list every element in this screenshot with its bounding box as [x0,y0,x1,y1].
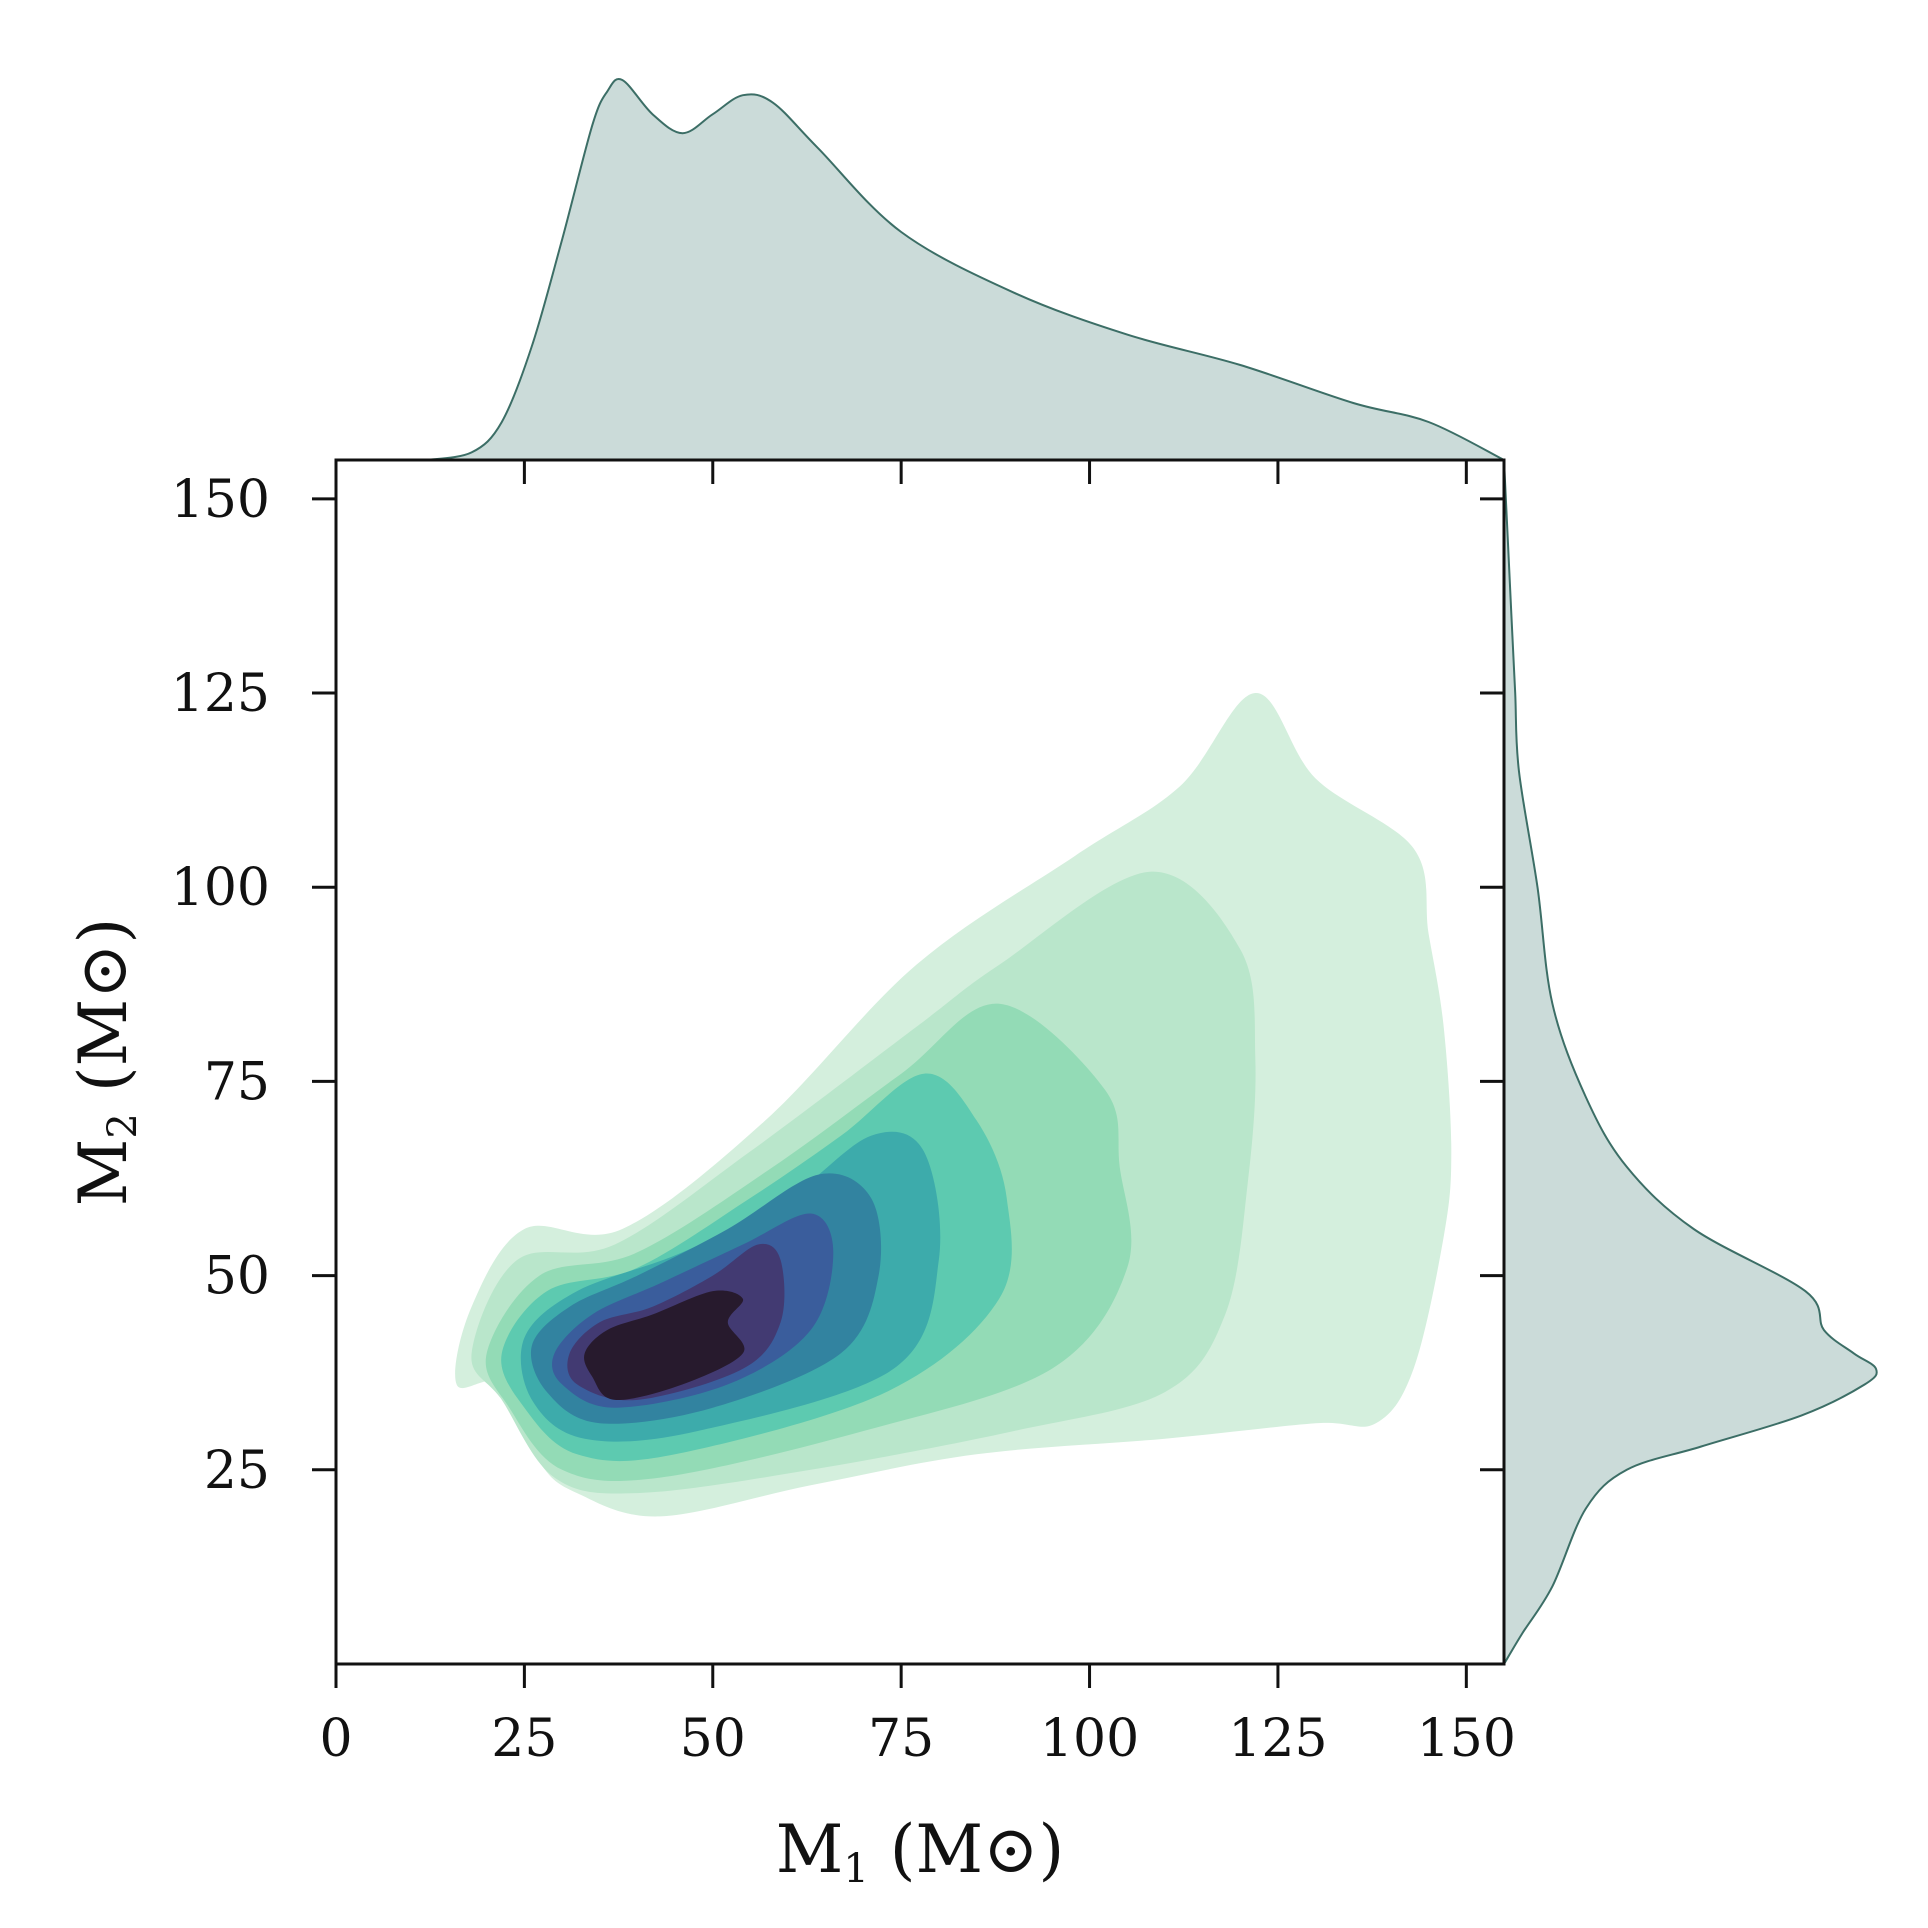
y-tick-label: 25 [204,1441,270,1501]
x-tick-label: 25 [491,1709,557,1769]
x-tick-label: 0 [319,1709,352,1769]
y-tick-label: 150 [171,470,270,530]
x-tick-label: 125 [1228,1709,1327,1769]
kde-contour-level-9 [584,1290,745,1401]
marginal-y-line [1503,459,1878,1665]
marginal-top [426,78,1505,461]
x-tick-label: 50 [680,1709,746,1769]
plot-frame [334,458,1506,1666]
y-tick-label: 75 [204,1052,270,1112]
y-axis-ticks: 25 50 75 100 125 150 [171,470,1504,1501]
x-axis-ticks: 0 25 50 75 100 125 150 [319,460,1516,1769]
contour-layer [455,692,1452,1517]
marginal-x-fill [426,78,1504,460]
y-tick-label: 50 [204,1247,270,1307]
marginal-x-line [426,78,1505,461]
y-axis-label: M2 (M⊙) [65,918,146,1206]
x-tick-label: 75 [868,1709,934,1769]
x-axis-label: M1 (M⊙) [776,1811,1064,1892]
y-tick-label: 100 [171,858,270,918]
marginal-y-fill [1504,460,1877,1664]
x-tick-label: 100 [1040,1709,1139,1769]
y-tick-label: 125 [171,664,270,724]
marginal-right [1503,459,1878,1665]
x-tick-label: 150 [1417,1709,1516,1769]
